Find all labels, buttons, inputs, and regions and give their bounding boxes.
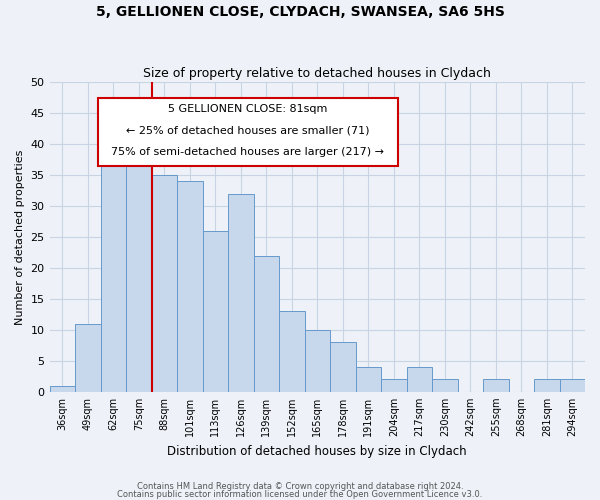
Title: Size of property relative to detached houses in Clydach: Size of property relative to detached ho… (143, 66, 491, 80)
Text: ← 25% of detached houses are smaller (71): ← 25% of detached houses are smaller (71… (126, 126, 370, 136)
Bar (483, 380, 509, 392)
Bar (126, 138, 152, 392)
Bar (432, 380, 458, 392)
Text: Contains HM Land Registry data © Crown copyright and database right 2024.: Contains HM Land Registry data © Crown c… (137, 482, 463, 491)
Text: Contains public sector information licensed under the Open Government Licence v3: Contains public sector information licen… (118, 490, 482, 499)
Bar (305, 330, 330, 392)
Bar (254, 256, 279, 392)
Bar (228, 194, 254, 392)
FancyBboxPatch shape (98, 98, 398, 166)
Bar (152, 175, 177, 392)
Bar (534, 380, 560, 392)
Text: 5 GELLIONEN CLOSE: 81sqm: 5 GELLIONEN CLOSE: 81sqm (168, 104, 328, 115)
Bar (381, 380, 407, 392)
Bar (330, 342, 356, 392)
Text: 5, GELLIONEN CLOSE, CLYDACH, SWANSEA, SA6 5HS: 5, GELLIONEN CLOSE, CLYDACH, SWANSEA, SA… (95, 5, 505, 19)
X-axis label: Distribution of detached houses by size in Clydach: Distribution of detached houses by size … (167, 444, 467, 458)
Bar (203, 230, 228, 392)
Bar (356, 367, 381, 392)
Bar (50, 386, 75, 392)
Bar (560, 380, 585, 392)
Bar (407, 367, 432, 392)
Bar (75, 324, 101, 392)
Y-axis label: Number of detached properties: Number of detached properties (15, 149, 25, 324)
Bar (101, 138, 126, 392)
Bar (279, 312, 305, 392)
Bar (177, 181, 203, 392)
Text: 75% of semi-detached houses are larger (217) →: 75% of semi-detached houses are larger (… (111, 147, 384, 157)
